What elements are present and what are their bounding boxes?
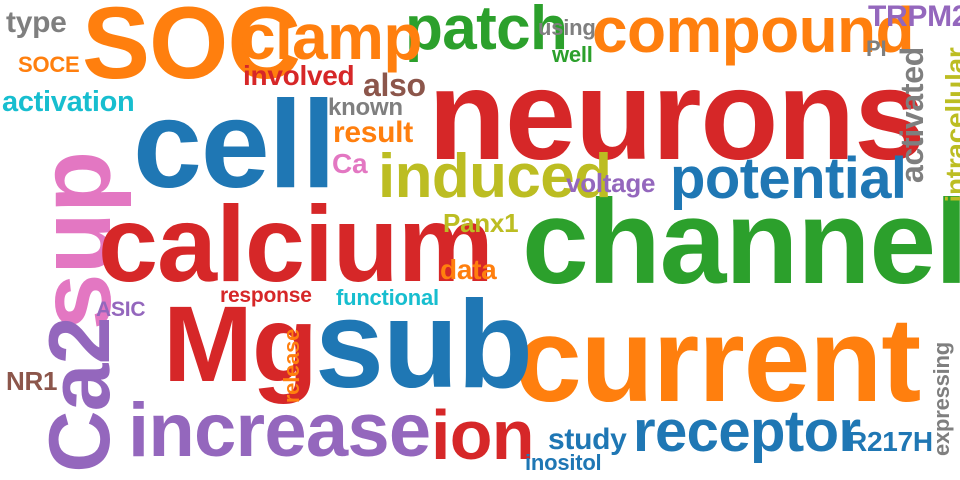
- word-ca: Ca: [332, 148, 368, 179]
- word-known: known: [328, 94, 403, 121]
- word-soce: SOCE: [18, 52, 80, 77]
- word-pi: PI: [866, 36, 887, 61]
- word-result: result: [333, 116, 413, 149]
- word-increase: increase: [128, 388, 431, 473]
- word-panx1: Panx1: [443, 208, 519, 238]
- word-functional: functional: [336, 285, 439, 310]
- word-data: data: [440, 254, 497, 285]
- word-clamp: clamp: [240, 1, 422, 73]
- word-activated: activated: [894, 47, 930, 183]
- word-activation: activation: [2, 86, 135, 118]
- word-calcium: calcium: [98, 183, 494, 304]
- word-response: response: [220, 284, 312, 307]
- word-involved: involved: [243, 60, 355, 91]
- word-release: release: [279, 328, 304, 404]
- word-using: using: [538, 15, 596, 40]
- word-nr1: NR1: [6, 366, 58, 396]
- word-current: current: [515, 293, 921, 427]
- word-induced: induced: [378, 142, 612, 211]
- word-also: also: [363, 67, 426, 103]
- word-well: well: [552, 42, 593, 67]
- word-type: type: [6, 6, 67, 39]
- word-channel: channel: [522, 175, 960, 309]
- word-trpm2: TRPM2: [868, 0, 960, 33]
- word-potential: potential: [670, 146, 907, 211]
- word-study: study: [548, 423, 627, 456]
- word-cell: cell: [133, 76, 336, 214]
- word-r217h: R217H: [847, 426, 933, 457]
- word-soc: SOC: [82, 0, 301, 100]
- word-sub: sub: [315, 276, 533, 414]
- word-receptor: receptor: [633, 399, 861, 464]
- word-patch: patch: [405, 0, 568, 63]
- word-asic: ASIC: [96, 298, 146, 321]
- word-neurons: neurons: [428, 44, 925, 187]
- word-ion: ion: [431, 396, 535, 474]
- word-expressing: expressing: [929, 342, 954, 456]
- word-mg: Mg: [163, 283, 318, 404]
- word-inositol: inositol: [525, 450, 602, 475]
- word-intracellular: intracellular: [940, 47, 960, 203]
- word-compound: compound: [592, 0, 915, 66]
- word-voltage: voltage: [566, 168, 656, 198]
